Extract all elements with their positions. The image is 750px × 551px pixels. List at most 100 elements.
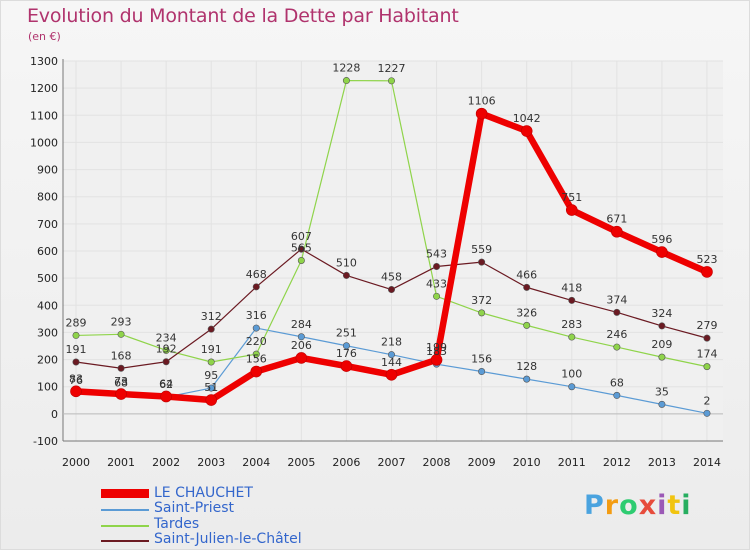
logo-letter: o xyxy=(619,490,639,521)
data-point-saint-priest xyxy=(342,342,350,350)
data-label-saint-julien-le-ch-tel: 458 xyxy=(381,271,402,284)
y-tick-label: 1200 xyxy=(30,82,58,95)
data-label-saint-priest: 76 xyxy=(69,374,83,387)
x-tick-label: 2005 xyxy=(287,456,315,469)
data-point-le-chauchet xyxy=(340,360,353,372)
data-point-le-chauchet xyxy=(160,390,172,403)
data-point-saint-julien-le-ch-tel xyxy=(387,286,395,294)
data-point-saint-julien-le-ch-tel xyxy=(703,334,711,342)
proxiti-logo: Proxiti xyxy=(584,490,692,521)
legend-label-tardes: Tardes xyxy=(154,516,200,532)
data-point-saint-julien-le-ch-tel xyxy=(523,283,531,291)
data-point-tardes xyxy=(703,363,711,371)
x-tick-label: 2000 xyxy=(62,456,90,469)
y-tick-label: 800 xyxy=(37,191,58,204)
data-point-saint-julien-le-ch-tel xyxy=(162,358,170,366)
data-label-tardes: 1228 xyxy=(332,62,360,75)
data-label-tardes: 565 xyxy=(291,242,312,255)
data-point-saint-priest xyxy=(478,368,486,376)
data-label-saint-julien-le-ch-tel: 168 xyxy=(111,349,132,362)
data-point-saint-julien-le-ch-tel xyxy=(478,258,486,266)
data-point-le-chauchet xyxy=(520,125,533,137)
data-point-saint-julien-le-ch-tel xyxy=(252,283,260,291)
data-point-le-chauchet xyxy=(565,204,578,216)
data-point-le-chauchet xyxy=(70,385,82,398)
data-label-saint-priest: 251 xyxy=(336,327,357,340)
data-point-le-chauchet xyxy=(205,394,218,406)
y-tick-label: 200 xyxy=(37,354,58,367)
data-point-tardes xyxy=(297,256,305,264)
data-label-saint-julien-le-ch-tel: 466 xyxy=(516,268,537,281)
x-tick-label: 2013 xyxy=(648,456,676,469)
data-point-saint-priest xyxy=(658,400,666,408)
data-point-le-chauchet xyxy=(475,107,488,120)
data-label-saint-priest: 183 xyxy=(426,345,447,358)
data-point-saint-priest xyxy=(387,351,395,359)
data-point-saint-priest xyxy=(297,333,305,341)
data-label-saint-priest: 100 xyxy=(561,368,582,381)
data-label-tardes: 246 xyxy=(606,328,627,341)
data-label-tardes: 220 xyxy=(246,335,267,348)
data-point-le-chauchet xyxy=(430,354,443,366)
data-label-le-chauchet: 156 xyxy=(246,353,267,366)
data-label-le-chauchet: 1042 xyxy=(513,112,541,125)
data-point-tardes xyxy=(433,292,441,300)
x-tick-label: 2014 xyxy=(693,456,721,469)
data-point-saint-priest xyxy=(703,409,711,417)
y-tick-label: 300 xyxy=(37,326,58,339)
data-label-le-chauchet: 176 xyxy=(336,347,357,360)
data-point-saint-julien-le-ch-tel xyxy=(297,245,305,253)
data-point-tardes xyxy=(162,346,170,354)
data-label-saint-priest: 68 xyxy=(114,376,128,389)
data-label-saint-julien-le-ch-tel: 324 xyxy=(651,307,672,320)
unit-label: (en €) xyxy=(28,30,61,43)
data-point-saint-julien-le-ch-tel xyxy=(658,322,666,330)
logo-letter: P xyxy=(584,490,605,521)
data-point-tardes xyxy=(207,358,215,366)
data-label-le-chauchet: 1106 xyxy=(468,95,496,108)
y-tick-label: 1100 xyxy=(30,109,58,122)
x-tick-label: 2003 xyxy=(197,456,225,469)
x-tick-label: 2009 xyxy=(468,456,496,469)
data-label-le-chauchet: 523 xyxy=(696,253,717,266)
data-label-tardes: 174 xyxy=(696,348,717,361)
legend-line-saint-julien xyxy=(101,540,149,542)
data-label-tardes: 191 xyxy=(201,343,222,356)
data-label-le-chauchet: 751 xyxy=(561,191,582,204)
data-label-saint-priest: 156 xyxy=(471,353,492,366)
data-label-tardes: 293 xyxy=(111,315,132,328)
y-tick-label: 100 xyxy=(37,381,58,394)
logo-letter: i xyxy=(681,490,692,521)
data-label-tardes: 433 xyxy=(426,277,447,290)
x-tick-label: 2007 xyxy=(377,456,405,469)
data-label-tardes: 326 xyxy=(516,306,537,319)
data-label-tardes: 209 xyxy=(651,338,672,351)
legend-line-saint-priest xyxy=(101,509,149,511)
data-label-le-chauchet: 83 xyxy=(69,372,83,385)
data-label-saint-priest: 62 xyxy=(159,378,173,391)
data-label-tardes: 283 xyxy=(561,318,582,331)
data-label-saint-julien-le-ch-tel: 559 xyxy=(471,243,492,256)
data-label-saint-priest: 95 xyxy=(204,369,218,382)
legend-line-le-chauchet xyxy=(101,489,149,498)
data-point-saint-julien-le-ch-tel xyxy=(433,262,441,270)
logo-letter: t xyxy=(667,490,682,521)
x-tick-label: 2004 xyxy=(242,456,270,469)
x-tick-label: 2002 xyxy=(152,456,180,469)
data-point-saint-julien-le-ch-tel xyxy=(342,271,350,279)
data-point-saint-priest xyxy=(207,384,215,392)
y-tick-label: 500 xyxy=(37,272,58,285)
data-label-saint-julien-le-ch-tel: 607 xyxy=(291,230,312,243)
x-tick-label: 2011 xyxy=(558,456,586,469)
data-label-saint-priest: 35 xyxy=(655,385,669,398)
data-point-tardes xyxy=(568,333,576,341)
y-tick-label: 1300 xyxy=(30,55,58,68)
x-tick-label: 2008 xyxy=(423,456,451,469)
data-point-tardes xyxy=(658,353,666,361)
data-point-le-chauchet xyxy=(295,352,308,364)
data-label-saint-priest: 128 xyxy=(516,360,537,373)
data-label-le-chauchet: 144 xyxy=(381,356,402,369)
legend-label-saint-julien: Saint-Julien-le-Châtel xyxy=(154,531,302,547)
data-point-tardes xyxy=(387,77,395,85)
